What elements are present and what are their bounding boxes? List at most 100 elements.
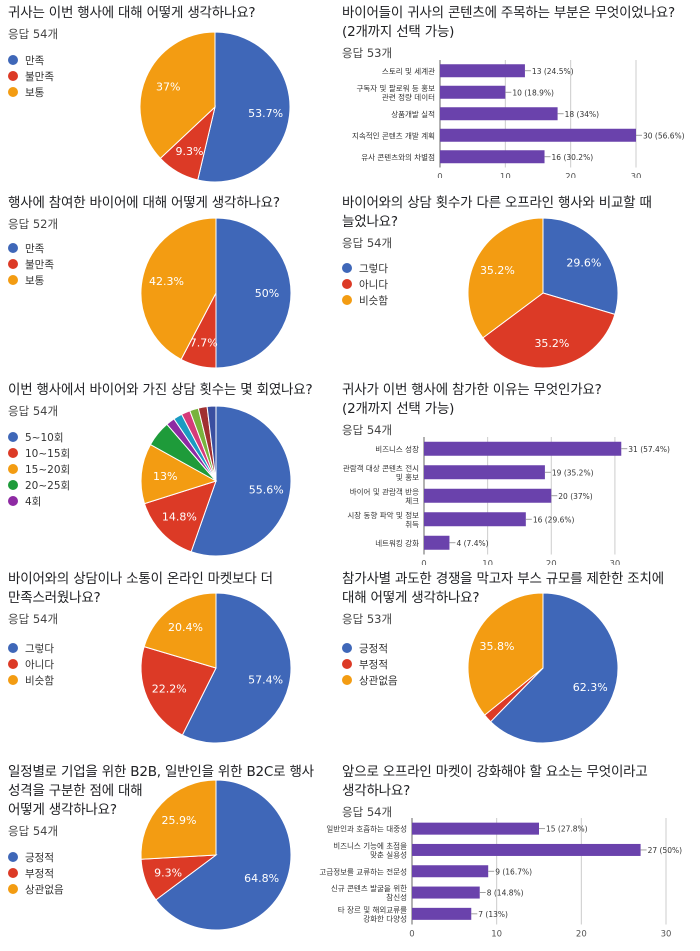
legend-label: 불만족 — [25, 70, 54, 83]
legend-item: 보통 — [8, 84, 54, 100]
response-count: 응답 54개 — [8, 404, 59, 418]
slice-label: 50% — [255, 287, 279, 300]
pie-slice — [206, 405, 217, 482]
category-label: 고급정보를 교류하는 전문성 — [319, 866, 407, 876]
chart-title-line2: (2개까지 선택 가능) — [342, 401, 455, 417]
legend-label: 긍정적 — [359, 642, 388, 655]
pie-slice — [140, 779, 217, 860]
pie-slice — [155, 779, 292, 931]
legend-item: 비슷함 — [8, 672, 54, 688]
x-tick-label: 30 — [661, 930, 672, 940]
chart-legend: 긍정적 부정적 상관없음 — [8, 849, 64, 897]
legend-label: 만족 — [25, 242, 45, 255]
value-label: 9 (16.7%) — [495, 867, 532, 876]
pie-slice — [140, 443, 218, 505]
category-label: 바이어 및 관람객 반응 체크 — [350, 486, 419, 505]
chart-panel-6: 귀사가 이번 행사에 참가한 이유는 무엇인가요? (2개까지 선택 가능) 응… — [342, 381, 692, 437]
legend-swatch — [342, 643, 352, 653]
bar — [440, 107, 558, 121]
chart-title: 귀사는 이번 행사에 대해 어떻게 생각하나요? — [8, 5, 256, 21]
chart-panel-4: 바이어와의 상담 횟수가 다른 오프라인 행사와 비교할 때 늘었나요? 응답 … — [342, 194, 692, 374]
legend-item: 부정적 — [342, 656, 398, 672]
value-label: 13 (24.5%) — [532, 67, 574, 76]
legend-swatch — [8, 659, 18, 669]
legend-label: 10~15회 — [25, 447, 71, 460]
slice-label: 37% — [156, 81, 180, 94]
legend-item: 보통 — [8, 272, 54, 288]
legend-item: 상관없음 — [8, 881, 64, 897]
legend-swatch — [8, 884, 18, 894]
chart-title-line2: (2개까지 선택 가능) — [342, 24, 455, 40]
legend-swatch — [8, 71, 18, 81]
legend-label: 20~25회 — [25, 479, 71, 492]
legend-swatch — [342, 295, 352, 305]
category-label: 관람객 대상 콘텐츠 전시 및 홍보 — [343, 463, 419, 482]
legend-swatch — [8, 275, 18, 285]
legend-swatch — [8, 55, 18, 65]
chart-panel-10: 앞으로 오프라인 마켓이 강화해야 할 요소는 무엇이라고 생각하나요? 응답 … — [342, 763, 692, 819]
legend-swatch — [342, 279, 352, 289]
slice-label: 20.4% — [168, 621, 203, 634]
legend-label: 긍정적 — [25, 851, 54, 864]
legend-swatch — [342, 659, 352, 669]
chart-legend: 만족 불만족 보통 — [8, 240, 54, 288]
slice-label: 35.8% — [480, 640, 515, 653]
pie-slice — [467, 217, 544, 339]
legend-item: 아니다 — [342, 276, 388, 292]
slice-label: 53.7% — [248, 107, 283, 120]
pie-slice — [467, 592, 544, 716]
x-tick-label: 10 — [500, 173, 511, 179]
chart-legend: 그렇다 아니다 비슷함 — [342, 260, 388, 308]
chart-panel-9: 일정별로 기업을 위한 B2B, 일반인을 위한 B2C로 행사 성격을 구분한… — [8, 763, 338, 948]
pie-slice — [140, 217, 217, 361]
chart-legend: 그렇다 아니다 비슷함 — [8, 640, 54, 688]
legend-swatch — [8, 852, 18, 862]
slice-label: 9.3% — [175, 145, 203, 158]
slice-label: 13% — [153, 470, 177, 483]
chart-panel-2: 바이어들이 귀사의 콘텐츠에 주목하는 부분은 무엇이었나요? (2개까지 선택… — [342, 4, 692, 60]
legend-swatch — [8, 496, 18, 506]
chart-legend: 5~10회 10~15회 15~20회 20~25회 4회 — [8, 429, 70, 509]
legend-swatch — [8, 243, 18, 253]
response-count: 응답 54개 — [342, 236, 393, 250]
response-count: 응답 53개 — [342, 612, 393, 626]
value-label: 18 (34%) — [565, 110, 600, 119]
legend-label: 비슷함 — [25, 674, 54, 687]
legend-item: 비슷함 — [342, 292, 388, 308]
category-label: 유사 콘텐츠와의 차별점 — [361, 152, 435, 162]
legend-item: 만족 — [8, 240, 54, 256]
bar — [424, 512, 526, 527]
legend-swatch — [342, 263, 352, 273]
x-tick-label: 0 — [437, 173, 442, 179]
chart-title-line2: 대해 어떻게 생각하나요? — [342, 590, 480, 606]
legend-item: 긍정적 — [8, 849, 64, 865]
bar-chart: 0 10 20 30 일반인과 호흡하는 대중성 15 (27.8%) 비즈니스 기능에 초… — [319, 818, 682, 940]
slice-label: 7.7% — [190, 337, 218, 350]
slice-label: 35.2% — [534, 337, 569, 350]
legend-label: 아니다 — [359, 278, 388, 291]
value-label: 4 (7.4%) — [456, 539, 488, 548]
chart-title: 일정별로 기업을 위한 B2B, 일반인을 위한 B2C로 행사 — [8, 764, 314, 780]
legend-swatch — [8, 868, 18, 878]
pie-slice — [215, 217, 292, 369]
pie-chart: 64.8% 9.3% 25.9% — [140, 779, 292, 931]
legend-label: 부정적 — [359, 658, 388, 671]
legend-label: 보통 — [25, 274, 45, 287]
value-label: 19 (35.2%) — [552, 468, 594, 477]
legend-item: 그렇다 — [8, 640, 54, 656]
legend-label: 4회 — [25, 495, 42, 508]
bar — [412, 822, 539, 835]
slice-label: 14.8% — [162, 510, 197, 523]
bar — [440, 150, 545, 164]
category-label: 신규 콘텐츠 발굴을 위한 참신성 — [331, 883, 407, 902]
value-label: 31 (57.4%) — [628, 445, 670, 454]
pie-chart: 53.7% 9.3% 37% — [139, 31, 291, 183]
response-count: 응답 54개 — [342, 805, 393, 819]
legend-label: 보통 — [25, 86, 45, 99]
chart-panel-8: 참가사별 과도한 경쟁을 막고자 부스 규모를 제한한 조치에 대해 어떻게 생… — [342, 570, 692, 750]
value-label: 10 (18.9%) — [512, 88, 554, 97]
legend-label: 아니다 — [25, 658, 54, 671]
legend-swatch — [342, 675, 352, 685]
chart-title-line2: 만족스러웠나요? — [8, 590, 101, 606]
chart-title: 참가사별 과도한 경쟁을 막고자 부스 규모를 제한한 조치에 — [342, 571, 664, 587]
